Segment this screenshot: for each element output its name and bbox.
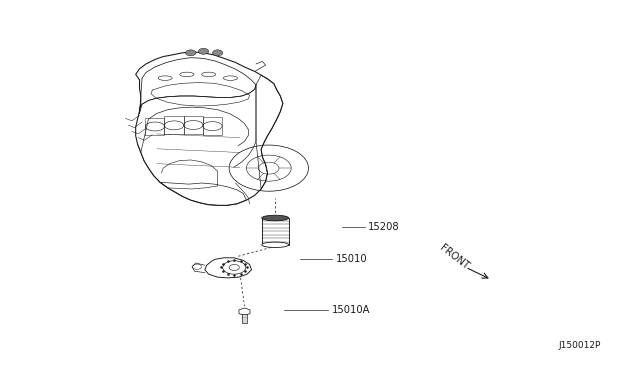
Text: J150012P: J150012P [558,341,600,350]
Bar [262,218,289,245]
Circle shape [186,50,196,56]
Text: 15010: 15010 [336,254,367,263]
Bar [242,314,247,323]
Ellipse shape [262,242,289,247]
Text: FRONT: FRONT [438,242,471,271]
Circle shape [198,48,209,54]
Ellipse shape [262,215,289,221]
Text: 15010A: 15010A [332,305,370,314]
Circle shape [212,50,223,56]
Text: 15208: 15208 [368,222,399,232]
Polygon shape [205,258,252,278]
Polygon shape [239,308,250,315]
